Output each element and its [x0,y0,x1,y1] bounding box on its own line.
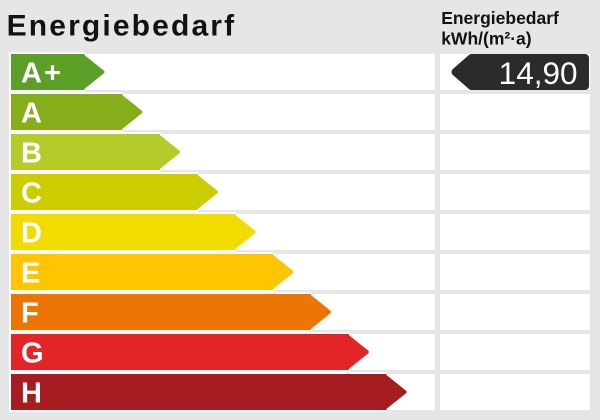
svg-text:G: G [21,338,46,370]
svg-text:A+: A+ [21,58,63,90]
svg-text:kWh/(m²·a): kWh/(m²·a) [441,29,531,49]
svg-text:H: H [21,378,44,410]
svg-text:14,90: 14,90 [499,55,578,91]
svg-text:E: E [21,258,42,290]
svg-text:A: A [21,98,44,130]
svg-text:B: B [21,138,44,170]
svg-text:Energiebedarf: Energiebedarf [7,9,237,42]
svg-text:F: F [21,298,41,330]
svg-text:C: C [21,178,44,210]
svg-text:Energiebedarf: Energiebedarf [441,8,559,28]
svg-text:D: D [21,218,44,250]
